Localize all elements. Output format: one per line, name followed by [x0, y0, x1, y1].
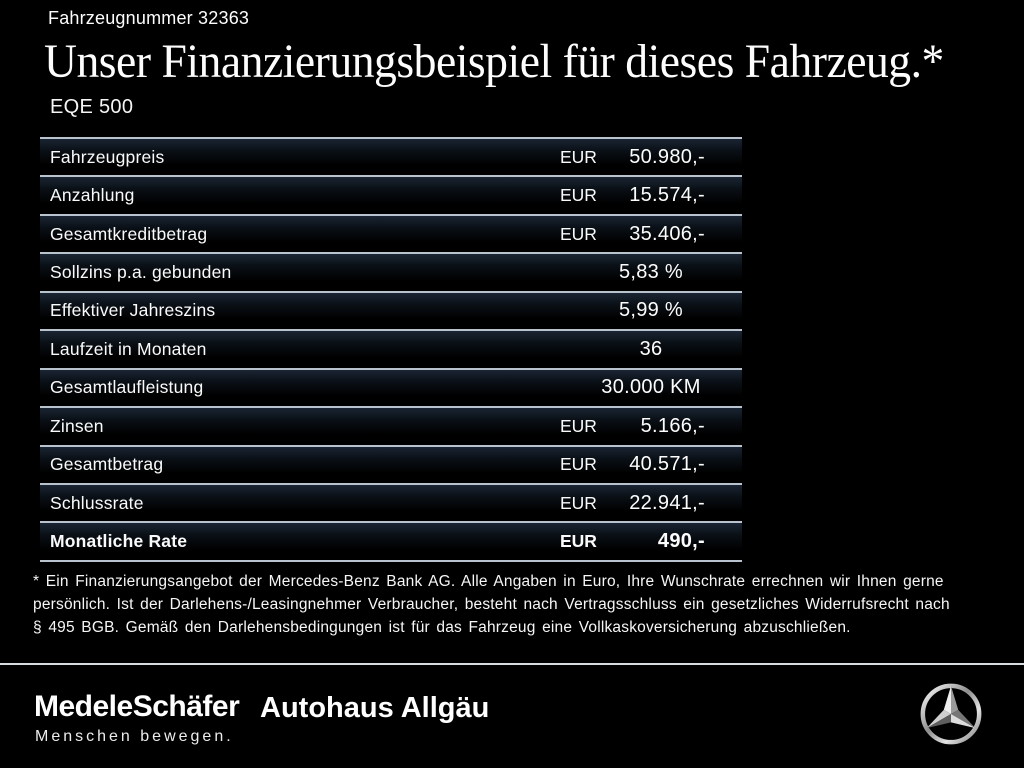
currency-label: EUR: [560, 185, 597, 206]
row-value: 36: [639, 337, 663, 360]
dealer-logo-autohaus-allgaeu: Autohaus Allgäu: [260, 692, 490, 724]
row-value: 40.571,-: [629, 453, 705, 476]
table-row: Gesamtlaufleistung 30.000 KM: [40, 367, 742, 407]
table-row: Zinsen EUR 5.166,-: [40, 406, 742, 445]
table-row: Gesamtkreditbetrag EUR 35.406,-: [40, 213, 742, 253]
table-row: Monatliche Rate EUR 490,-: [40, 521, 742, 560]
row-label: Fahrzeugpreis: [50, 146, 165, 167]
row-amount: EUR 35.406,-: [560, 223, 742, 246]
vehicle-number: Fahrzeugnummer 32363: [48, 8, 250, 28]
currency-label: EUR: [560, 492, 597, 513]
row-amount: EUR 50.980,-: [560, 146, 742, 169]
table-row: Fahrzeugpreis EUR 50.980,-: [40, 137, 742, 176]
row-amount: 5,99 %: [560, 299, 742, 322]
row-amount: EUR 5.166,-: [560, 415, 742, 438]
currency-label: EUR: [560, 531, 597, 552]
currency-label: EUR: [560, 146, 597, 167]
row-amount: 5,83 %: [560, 261, 742, 284]
table-row: Schlussrate EUR 22.941,-: [40, 482, 742, 522]
footnote-line: § 495 BGB. Gemäß den Darlehensbedingunge…: [33, 619, 851, 636]
dealer-tagline: Menschen bewegen.: [35, 728, 234, 745]
row-label: Gesamtbetrag: [50, 454, 164, 475]
finance-table: Fahrzeugpreis EUR 50.980,- Anzahlung EUR 15.5…: [40, 137, 742, 562]
row-label: Zinsen: [50, 415, 104, 436]
row-label: Anzahlung: [50, 185, 135, 206]
row-label: Monatliche Rate: [50, 531, 188, 552]
footnote: * Ein Finanzierungsangebot der Mercedes-…: [33, 570, 1003, 639]
row-value: 490,-: [657, 530, 705, 553]
row-value: 22.941,-: [629, 491, 705, 514]
currency-label: EUR: [560, 415, 597, 436]
row-label: Gesamtlaufleistung: [50, 377, 204, 398]
row-label: Gesamtkreditbetrag: [50, 223, 208, 244]
row-value: 35.406,-: [629, 222, 705, 245]
row-amount: EUR 490,-: [560, 530, 742, 553]
row-label: Laufzeit in Monaten: [50, 338, 207, 359]
table-row: Anzahlung EUR 15.574,-: [40, 175, 742, 214]
row-amount: EUR 22.941,-: [560, 492, 742, 515]
page-title: Unser Finanzierungsbeispiel für dieses F…: [44, 35, 944, 88]
table-row: Gesamtbetrag EUR 40.571,-: [40, 444, 742, 483]
row-value: 30.000 KM: [601, 376, 701, 399]
row-value: 50.980,-: [629, 145, 705, 168]
row-label: Effektiver Jahreszins: [50, 300, 216, 321]
row-value: 5,99 %: [618, 299, 684, 322]
model-name: EQE 500: [50, 96, 134, 118]
dealer-logo-medeleschaefer: MedeleSchäfer: [34, 690, 240, 723]
row-value: 5,83 %: [618, 261, 684, 284]
row-amount: 30.000 KM: [560, 376, 742, 399]
currency-label: EUR: [560, 223, 597, 244]
row-amount: EUR 40.571,-: [560, 453, 742, 476]
currency-label: EUR: [560, 454, 597, 475]
row-amount: 36: [560, 338, 742, 361]
row-value: 15.574,-: [629, 184, 705, 207]
row-amount: EUR 15.574,-: [560, 184, 742, 207]
row-label: Schlussrate: [50, 492, 144, 513]
row-label: Sollzins p.a. gebunden: [50, 262, 232, 283]
table-row: Laufzeit in Monaten 36: [40, 329, 742, 368]
table-row: Effektiver Jahreszins 5,99 %: [40, 290, 742, 330]
row-value: 5.166,-: [640, 414, 705, 437]
footnote-line: persönlich. Ist der Darlehens-/Leasingne…: [33, 596, 950, 613]
table-row: Sollzins p.a. gebunden 5,83 %: [40, 252, 742, 291]
mercedes-star-icon: [920, 683, 982, 745]
footer-divider: [0, 663, 1024, 665]
footnote-line: * Ein Finanzierungsangebot der Mercedes-…: [33, 573, 944, 590]
